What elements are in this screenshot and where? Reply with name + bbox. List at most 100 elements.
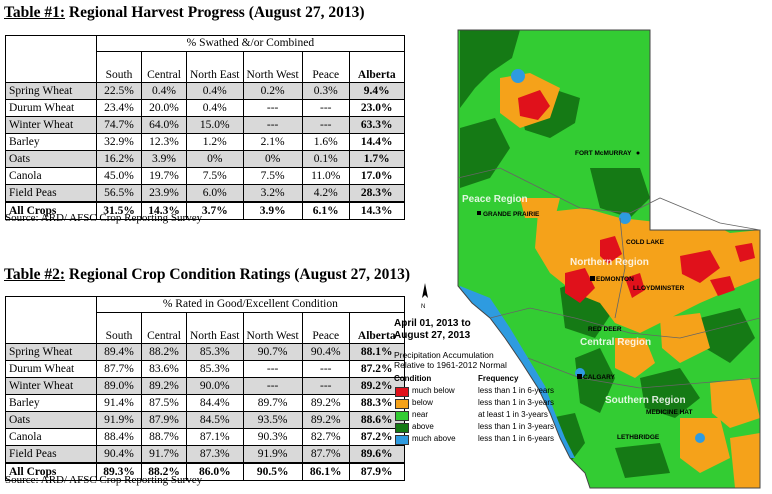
table-cell: 0.1% — [301, 150, 350, 168]
crop-name: Winter Wheat — [5, 377, 97, 395]
table1-title-text: Regional Harvest Progress (August 27, 20… — [65, 4, 365, 21]
legend-swatch — [395, 399, 409, 409]
table-cell: 90.7% — [242, 343, 303, 361]
crop-name: Barley — [5, 133, 97, 151]
table-cell: 90.4% — [96, 445, 142, 464]
column-header: Central — [141, 51, 187, 83]
table-cell: 84.5% — [186, 411, 244, 429]
table-cell: --- — [301, 360, 350, 378]
table-cell: 90.3% — [242, 428, 303, 446]
table-cell: 89.4% — [96, 343, 142, 361]
table-cell: 87.7% — [301, 445, 350, 464]
medicine-hat-label: MEDICINE HAT — [646, 409, 692, 416]
table-cell: 14.4% — [348, 133, 405, 151]
svg-text:N: N — [421, 304, 425, 310]
table-cell: 63.3% — [348, 116, 405, 134]
crop-condition-table: % Rated in Good/Excellent Condition Sout… — [5, 296, 405, 481]
calgary-marker — [577, 374, 582, 379]
north-arrow-icon: N — [421, 283, 428, 310]
table-cell: 90.5% — [242, 462, 303, 481]
legend-condition: above — [412, 422, 434, 431]
column-header: South — [96, 312, 142, 344]
legend-frequency: less than 1 in 3-years — [478, 422, 555, 431]
table-cell: 23.4% — [96, 99, 142, 117]
legend-frequency-header: Frequency — [478, 374, 519, 383]
legend-swatch — [395, 435, 409, 445]
table-cell: 89.7% — [242, 394, 303, 412]
table-cell: 6.1% — [301, 201, 350, 220]
legend-swatch — [395, 423, 409, 433]
table-cell: 87.9% — [141, 411, 187, 429]
harvest-progress-table: % Swathed &/or Combined South Central Nort… — [5, 35, 405, 220]
column-header: South — [96, 51, 142, 83]
lloydminster-label: LLOYDMINSTER — [633, 285, 685, 292]
grande-prairie-label: GRANDE PRAIRIE — [483, 211, 540, 218]
total-row: All Crops 31.5% 14.3% 3.7% 3.9% 6.1% 14.3% — [5, 201, 405, 220]
table2-title: Table #2: Regional Crop Condition Rating… — [4, 266, 410, 284]
table-cell: 87.2% — [348, 428, 405, 446]
legend-swatch — [395, 411, 409, 421]
table-cell: 86.1% — [301, 462, 350, 481]
legend-condition: much above — [412, 434, 456, 443]
table-cell: 9.4% — [348, 82, 405, 100]
peace-region-label: Peace Region — [462, 194, 528, 205]
table-row: Barley 91.4% 87.5% 84.4% 89.7% 89.2% 88.3% — [5, 394, 405, 412]
table-cell: 89.0% — [96, 377, 142, 395]
legend-frequency: less than 1 in 6-years — [478, 386, 555, 395]
table-row: Oats 16.2% 3.9% 0% 0% 0.1% 1.7% — [5, 150, 405, 168]
table-cell: 12.3% — [141, 133, 187, 151]
table-cell: 91.9% — [242, 445, 303, 464]
crop-name: All Crops — [5, 462, 97, 481]
table-cell: 11.0% — [301, 167, 350, 185]
table-cell: 89.2% — [301, 411, 350, 429]
calgary-label: CALGARY — [583, 374, 616, 381]
legend-condition: much below — [412, 386, 455, 395]
table2-group-header: % Rated in Good/Excellent Condition — [96, 296, 405, 313]
crop-name: Canola — [5, 428, 97, 446]
table-cell: 87.7% — [96, 360, 142, 378]
table-cell: 83.6% — [141, 360, 187, 378]
table2-title-text: Regional Crop Condition Ratings (August … — [65, 266, 411, 283]
table-row: Spring Wheat 89.4% 88.2% 85.3% 90.7% 90.4% 88.… — [5, 343, 405, 361]
table-cell: 88.3% — [348, 394, 405, 412]
legend-swatch — [395, 387, 409, 397]
table-row: Durum Wheat 23.4% 20.0% 0.4% --- --- 23.0% — [5, 99, 405, 117]
central-region-label: Central Region — [580, 337, 651, 348]
table-cell: 90.0% — [186, 377, 244, 395]
table-cell: 87.3% — [186, 445, 244, 464]
map-date-line2: August 27, 2013 — [394, 330, 471, 341]
table-cell: 19.7% — [141, 167, 187, 185]
red-deer-label: RED DEER — [588, 326, 622, 333]
table-cell: 3.9% — [141, 150, 187, 168]
table-cell: 88.2% — [141, 343, 187, 361]
table-cell: 82.7% — [301, 428, 350, 446]
table-cell: 89.6% — [348, 445, 405, 464]
crop-name: Spring Wheat — [5, 343, 97, 361]
cold-lake-label: COLD LAKE — [626, 239, 665, 246]
table-cell: 22.5% — [96, 82, 142, 100]
table1-corner — [5, 35, 97, 83]
column-header: Central — [141, 312, 187, 344]
table1-source: Source: ARD/ AFSC Crop Reporting Survey — [5, 212, 203, 224]
table-cell: 45.0% — [96, 167, 142, 185]
table-row: Winter Wheat 74.7% 64.0% 15.0% --- --- 63.3% — [5, 116, 405, 134]
table-row: Barley 32.9% 12.3% 1.2% 2.1% 1.6% 14.4% — [5, 133, 405, 151]
legend-frequency: less than 1 in 3-years — [478, 398, 555, 407]
table1-group-header: % Swathed &/or Combined — [96, 35, 405, 52]
table-cell: --- — [242, 99, 303, 117]
column-header: North West — [242, 312, 303, 344]
table-row: Winter Wheat 89.0% 89.2% 90.0% --- --- 89.2% — [5, 377, 405, 395]
table1-title: Table #1: Regional Harvest Progress (Aug… — [4, 4, 365, 22]
table-cell: 28.3% — [348, 184, 405, 203]
legend-condition: below — [412, 398, 433, 407]
table-cell: 0.3% — [301, 82, 350, 100]
table-cell: 91.9% — [96, 411, 142, 429]
crop-name: Canola — [5, 167, 97, 185]
table-cell: 86.0% — [186, 462, 244, 481]
table-cell: 0.4% — [141, 82, 187, 100]
map-subtitle-line1: Precipitation Accumulation — [394, 350, 494, 360]
table-row: Field Peas 90.4% 91.7% 87.3% 91.9% 87.7% 89.6% — [5, 445, 405, 464]
map-date-range: April 01, 2013 to August 27, 2013 — [394, 318, 471, 342]
column-header: North West — [242, 51, 303, 83]
table-cell: 16.2% — [96, 150, 142, 168]
